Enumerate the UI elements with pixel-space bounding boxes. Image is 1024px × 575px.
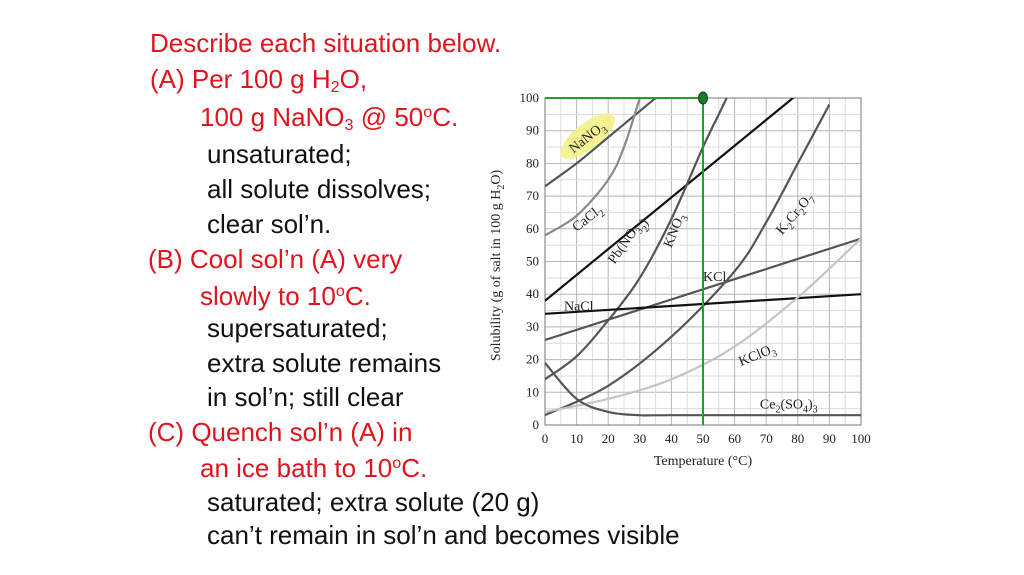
part-b-answer-1: supersaturated; xyxy=(207,313,388,343)
part-c-line1: (C) Quench sol’n (A) in xyxy=(148,417,413,447)
label-highlight xyxy=(560,113,615,159)
x-tick-label: 80 xyxy=(791,431,804,446)
y-tick-label: 100 xyxy=(520,90,540,105)
y-tick-label: 70 xyxy=(526,188,539,203)
part-b-answer-2: extra solute remains xyxy=(207,348,442,378)
series-line-k2cr2o7 xyxy=(545,104,831,417)
series-line-kno3 xyxy=(545,98,728,381)
x-axis-label: Temperature (°C) xyxy=(654,454,753,469)
x-tick-label: 50 xyxy=(697,431,710,446)
series-label-text: Pb(NO32) xyxy=(606,214,655,271)
part-b-line2: slowly to 10oC. xyxy=(200,281,371,311)
part-a-line1: (A) Per 100 g H2O, xyxy=(150,64,368,97)
y-axis-label: Solubility (g of salt in 100 g H2O) xyxy=(489,170,507,362)
part-a-answer-3: clear sol’n. xyxy=(207,209,332,239)
part-c-line2: an ice bath to 10oC. xyxy=(200,453,428,483)
x-tick-label: 0 xyxy=(542,431,549,446)
part-b-answer-3: in sol’n; still clear xyxy=(207,382,404,412)
y-tick-label: 90 xyxy=(526,123,539,138)
y-tick-label: 0 xyxy=(533,417,540,432)
y-tick-label: 80 xyxy=(526,155,539,170)
x-tick-label: 100 xyxy=(851,431,871,446)
part-a-line2: 100 g NaNO3 @ 50oC. xyxy=(200,102,459,135)
series-label-nacl: NaCl xyxy=(564,300,594,315)
series-line-cacl2 xyxy=(545,98,641,237)
chart-marker xyxy=(545,91,708,425)
series-line-nano3 xyxy=(545,98,657,188)
series-label-text: KCl xyxy=(703,270,726,285)
part-a-answer-1: unsaturated; xyxy=(207,139,352,169)
chart-curves xyxy=(545,98,861,417)
series-label-kclo3: KClO3 xyxy=(737,342,779,373)
x-tick-label: 30 xyxy=(633,431,646,446)
x-tick-label: 40 xyxy=(665,431,678,446)
part-b-line1: (B) Cool sol’n (A) very xyxy=(148,244,403,274)
series-label-text: Ce2(SO4)3 xyxy=(760,398,818,416)
slide-heading: Describe each situation below. xyxy=(150,28,502,58)
x-tick-label: 20 xyxy=(602,431,615,446)
x-tick-label: 90 xyxy=(823,431,836,446)
series-line-ce2-so4-3 xyxy=(545,362,861,417)
series-label-pb-no3: Pb(NO32) xyxy=(606,214,655,271)
chart-ticks: 0 10 20 30 40 50 60 70 80 90 100 0 10 20 30 40 50 60 70 80 9… xyxy=(520,90,871,446)
series-label-text: KClO3 xyxy=(737,342,779,373)
x-tick-label: 60 xyxy=(728,431,741,446)
x-tick-label: 10 xyxy=(570,431,583,446)
series-label-ce2: Ce2(SO4)3 xyxy=(760,398,818,416)
part-c-answer-2: can’t remain in sol’n and becomes visibl… xyxy=(207,520,680,550)
y-tick-label: 30 xyxy=(526,319,539,334)
series-line-kclo3 xyxy=(545,237,861,413)
series-label-cacl2: CaCl2 xyxy=(570,203,608,238)
y-tick-label: 20 xyxy=(526,352,539,367)
series-label-text: CaCl2 xyxy=(570,203,608,238)
y-tick-label: 50 xyxy=(526,254,539,269)
y-tick-label: 60 xyxy=(526,221,539,236)
part-a-answer-2: all solute dissolves; xyxy=(207,174,431,204)
series-label-kcl: KCl xyxy=(703,270,726,285)
y-tick-label: 10 xyxy=(526,384,539,399)
x-tick-label: 70 xyxy=(760,431,773,446)
marker-dot xyxy=(698,91,708,105)
y-tick-label: 40 xyxy=(526,286,539,301)
part-c-answer-1: saturated; extra solute (20 g) xyxy=(207,487,540,517)
series-label-text: NaCl xyxy=(564,300,594,315)
